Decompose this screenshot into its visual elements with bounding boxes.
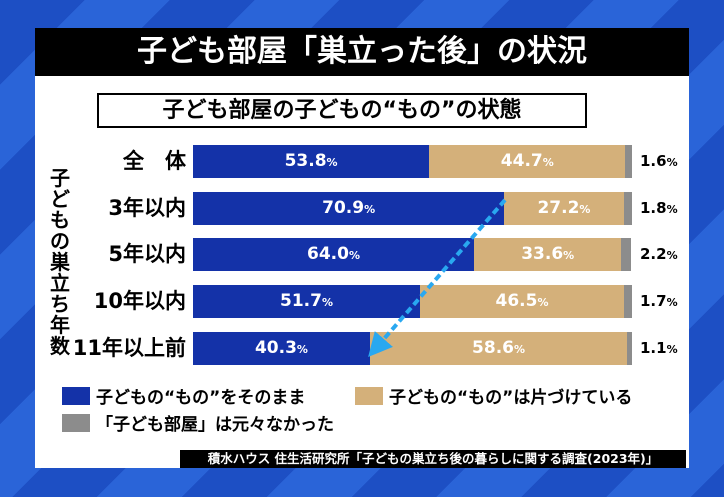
legend-item-tidied: 子どもの“もの”は片づけている <box>355 383 632 408</box>
bar-segment-1: 51.7% <box>193 285 420 318</box>
category-label: 10年以内 <box>93 289 186 313</box>
bar-segment-3 <box>627 332 632 365</box>
legend-item-keep: 子どもの“もの”をそのまま <box>62 383 305 408</box>
data-label-none: 2.2% <box>640 245 678 263</box>
legend-label: 「子ども部屋」は元々なかった <box>96 415 334 435</box>
data-label-none: 1.1% <box>640 339 678 357</box>
bar-segment-3 <box>623 192 632 225</box>
bar-segment-2: 46.5% <box>419 285 625 318</box>
category-label: 11年以上前 <box>72 336 186 360</box>
category-label: 全 体 <box>123 149 186 173</box>
bar-segment-1: 53.8% <box>193 145 430 178</box>
bar-segment-1: 70.9% <box>193 192 505 225</box>
data-label-none: 1.6% <box>640 152 678 170</box>
bar-segment-2: 44.7% <box>429 145 626 178</box>
bar-segment-3 <box>625 145 633 178</box>
category-label: 5年以内 <box>108 242 186 266</box>
data-label-none: 1.7% <box>640 292 678 310</box>
legend-swatch <box>62 386 90 405</box>
bar-segment-3 <box>624 285 632 318</box>
bar-segment-1: 64.0% <box>193 238 474 271</box>
source-note: 積水ハウス 住生活研究所「子どもの巣立ち後の暮らしに関する調査(2023年)」 <box>180 450 686 468</box>
bar-segment-3 <box>621 238 632 271</box>
bar-segment-1: 40.3% <box>193 332 370 365</box>
category-label: 3年以内 <box>108 196 186 220</box>
legend-item-none: 「子ども部屋」は元々なかった <box>62 410 334 435</box>
data-label-none: 1.8% <box>640 199 678 217</box>
bar-segment-2: 33.6% <box>473 238 622 271</box>
bar-segment-2: 58.6% <box>369 332 628 365</box>
legend-swatch <box>62 413 90 432</box>
bar-segment-2: 27.2% <box>504 192 624 225</box>
y-axis-label: 子どもの巣立ち年数 <box>50 166 70 358</box>
legend-swatch <box>355 386 383 405</box>
page-title: 子ども部屋「巣立った後」の状況 <box>35 28 689 76</box>
legend-label: 子どもの“もの”をそのまま <box>96 388 306 408</box>
chart-title: 子ども部屋の子どもの“もの”の状態 <box>97 93 587 128</box>
legend-label: 子どもの“もの”は片づけている <box>389 388 633 408</box>
